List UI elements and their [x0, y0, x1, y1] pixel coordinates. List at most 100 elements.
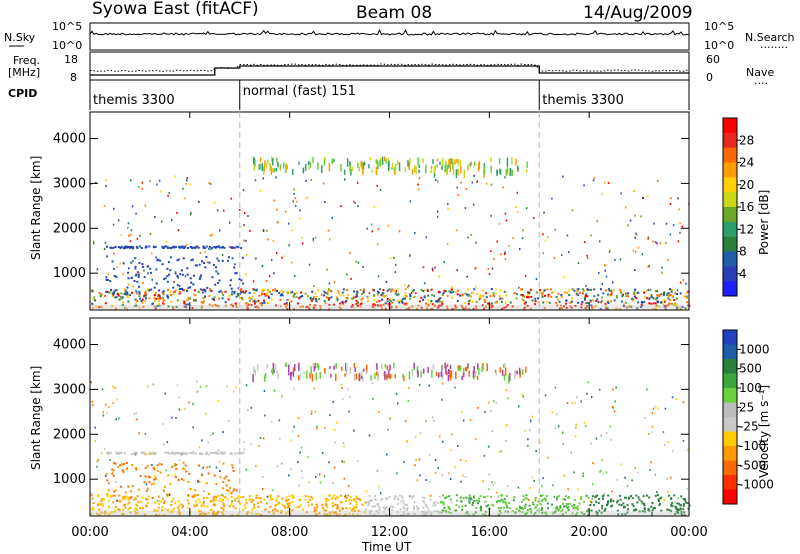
data-cell: [207, 472, 210, 475]
y-tick-label: 2000: [53, 427, 86, 442]
data-cell: [312, 237, 315, 240]
data-cell: [449, 478, 452, 480]
data-cell: [597, 294, 600, 297]
data-cell: [682, 508, 685, 511]
data-cell: [640, 301, 643, 303]
data-cell: [454, 304, 457, 307]
data-cell: [446, 242, 449, 245]
data-cell: [490, 288, 493, 290]
data-cell: [378, 300, 381, 303]
data-cell: [595, 500, 598, 503]
data-cell: [305, 306, 308, 308]
colorbar-cell: [723, 417, 737, 432]
data-cell: [134, 451, 137, 454]
data-cell: [619, 494, 622, 497]
data-cell: [442, 494, 445, 497]
data-cell: [547, 293, 550, 296]
data-cell: [189, 213, 192, 216]
data-cell: [589, 299, 592, 302]
data-cell: [354, 201, 356, 204]
data-cell: [342, 302, 345, 305]
data-cell: [427, 294, 430, 297]
data-cell: [557, 495, 560, 498]
data-cell: [583, 421, 586, 424]
data-cell: [413, 501, 416, 504]
data-cell: [90, 183, 92, 185]
data-cell: [105, 185, 107, 188]
noise-tick-low: 10^0: [704, 39, 734, 52]
data-cell: [417, 369, 419, 374]
data-cell: [583, 298, 586, 301]
data-cell: [437, 511, 440, 514]
data-cell: [650, 302, 653, 305]
data-cell: [670, 197, 672, 200]
data-cell: [427, 303, 430, 306]
data-cell: [129, 506, 132, 509]
data-cell: [206, 261, 209, 264]
data-cell: [278, 501, 281, 504]
data-cell: [334, 497, 337, 500]
data-cell: [124, 293, 127, 296]
data-cell: [656, 290, 659, 293]
data-cell: [262, 229, 265, 231]
data-cell: [433, 304, 436, 307]
data-cell: [596, 511, 599, 514]
data-cell: [412, 295, 415, 298]
data-cell: [95, 305, 98, 308]
data-cell: [161, 245, 164, 248]
data-cell: [110, 451, 113, 454]
data-cell: [603, 181, 606, 184]
data-cell: [528, 504, 531, 507]
data-cell: [455, 291, 457, 294]
data-cell: [686, 448, 689, 451]
data-cell: [363, 288, 365, 291]
data-cell: [290, 439, 292, 442]
data-cell: [373, 505, 376, 508]
data-cell: [172, 293, 175, 296]
data-cell: [323, 508, 325, 511]
data-cell: [378, 485, 380, 488]
xlabel: Time UT: [361, 540, 412, 554]
data-cell: [684, 307, 687, 310]
data-cell: [632, 509, 635, 512]
data-cell: [113, 274, 116, 277]
data-cell: [126, 286, 129, 289]
colorbar-tick-label: 500: [739, 362, 762, 376]
data-cell: [187, 494, 190, 497]
data-cell: [285, 500, 288, 502]
data-cell: [357, 205, 359, 208]
data-cell: [549, 288, 552, 291]
data-cell: [219, 451, 222, 454]
data-cell: [142, 282, 144, 285]
data-cell: [98, 514, 101, 516]
data-cell: [265, 279, 268, 282]
data-cell: [202, 246, 205, 249]
data-cell: [197, 494, 199, 496]
data-cell: [308, 481, 311, 484]
data-cell: [197, 498, 200, 501]
data-cell: [478, 161, 481, 170]
data-cell: [114, 462, 117, 465]
data-cell: [578, 291, 581, 294]
data-cell: [115, 289, 118, 291]
data-cell: [129, 294, 132, 297]
data-cell: [157, 300, 160, 303]
data-cell: [119, 464, 122, 467]
data-cell: [155, 282, 158, 285]
data-cell: [126, 502, 129, 505]
data-cell: [322, 294, 325, 297]
data-cell: [141, 298, 144, 301]
data-cell: [276, 157, 278, 163]
colorbar-tick-label: 20: [739, 178, 754, 192]
colorbar-tick-label: -25: [739, 420, 759, 434]
data-cell: [315, 372, 317, 381]
data-cell: [416, 365, 419, 374]
data-cell: [217, 510, 220, 513]
data-cell: [263, 299, 265, 302]
data-cell: [118, 509, 121, 512]
data-cell: [472, 496, 475, 499]
data-cell: [328, 304, 331, 307]
data-cell: [676, 306, 679, 309]
data-cell: [490, 183, 493, 186]
